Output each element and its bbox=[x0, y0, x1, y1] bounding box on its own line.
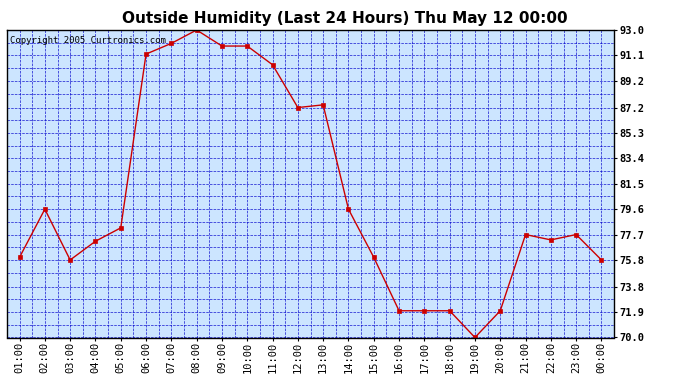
Text: Copyright 2005 Curtronics.com: Copyright 2005 Curtronics.com bbox=[10, 36, 166, 45]
Text: Outside Humidity (Last 24 Hours) Thu May 12 00:00: Outside Humidity (Last 24 Hours) Thu May… bbox=[122, 11, 568, 26]
